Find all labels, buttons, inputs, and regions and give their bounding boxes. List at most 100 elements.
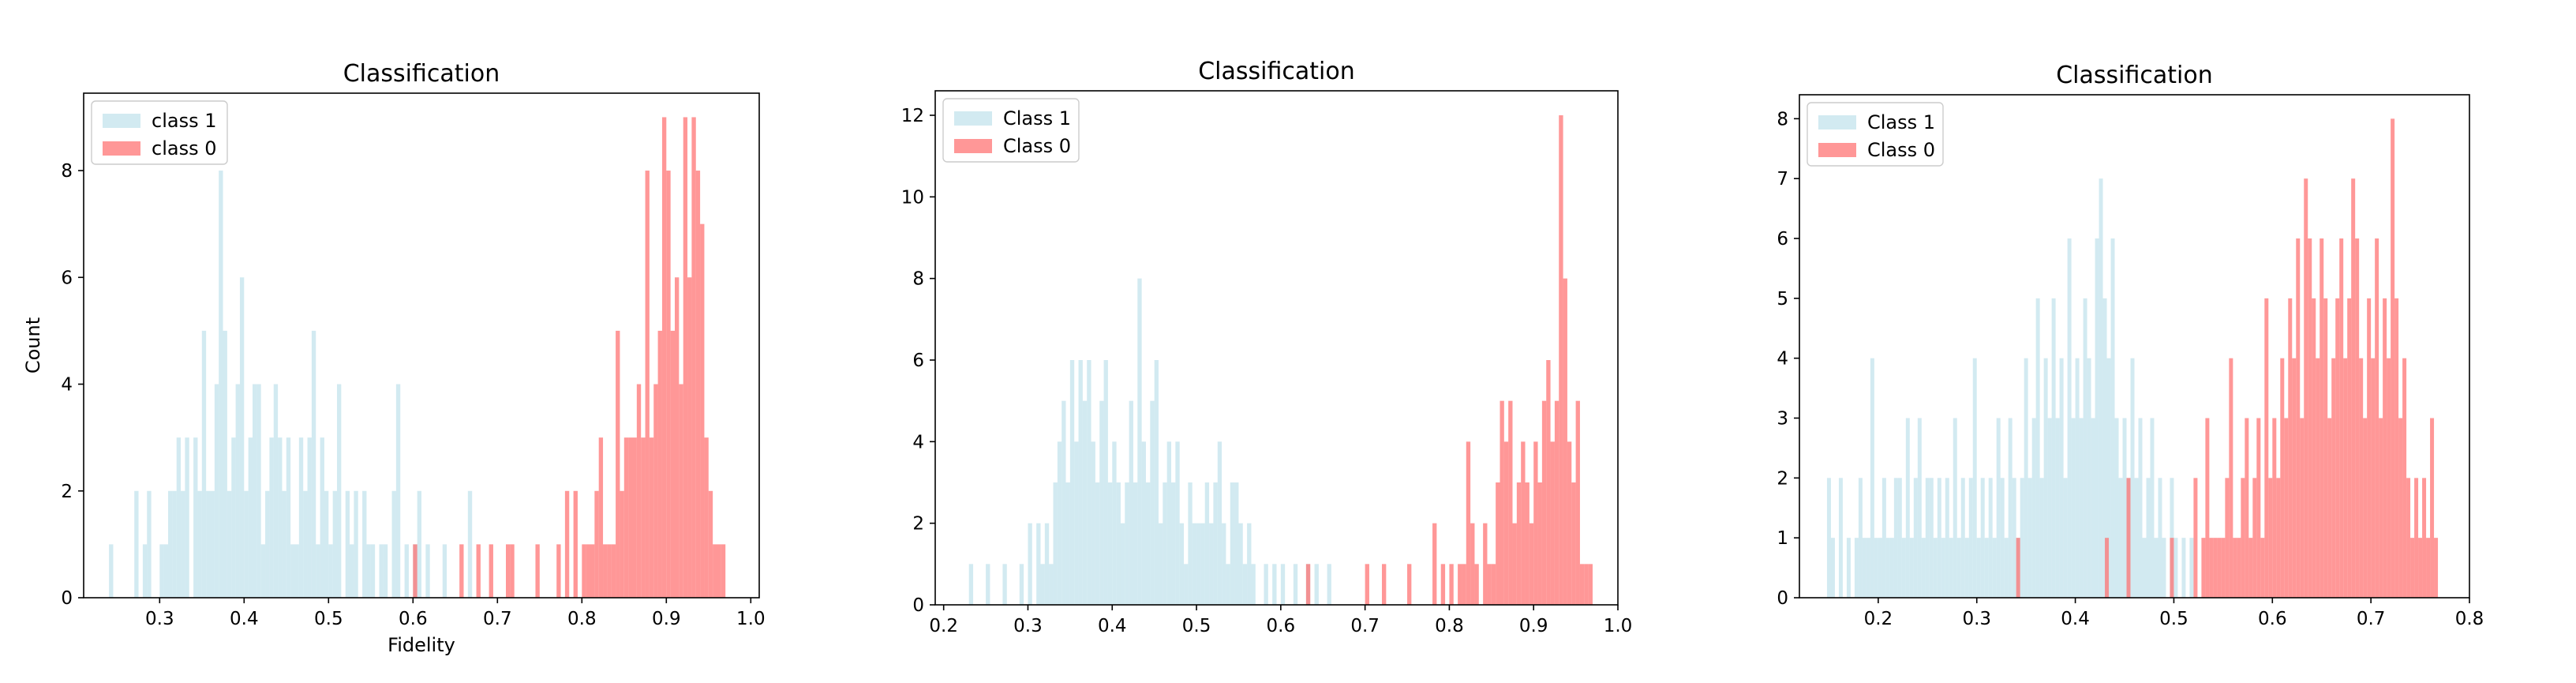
histogram-bar [1992, 538, 1997, 598]
histogram-bar [2296, 238, 2301, 598]
histogram-bar [1365, 564, 1369, 605]
histogram-bar [1500, 400, 1504, 605]
histogram-bar [1432, 523, 1437, 605]
histogram-bar [2134, 478, 2139, 598]
histogram-bar [1196, 523, 1201, 605]
histogram-bar [1466, 441, 1471, 605]
histogram-bar [2039, 478, 2044, 598]
histogram-bar [298, 437, 304, 598]
histogram-bar [286, 437, 291, 598]
histogram-bar [2012, 478, 2016, 598]
histogram-bar [506, 544, 511, 598]
histogram-bar [2217, 538, 2222, 598]
x-tick-label: 0.2 [929, 616, 958, 636]
histogram-bar [1541, 400, 1547, 605]
chart-title: Classification [2056, 62, 2213, 89]
histogram-bar [2105, 538, 2110, 598]
histogram-bar [282, 490, 286, 598]
histogram-bar [417, 490, 421, 598]
histogram-bar [2308, 238, 2312, 598]
histogram-bar [1103, 360, 1108, 605]
histogram-bar [1525, 482, 1530, 605]
histogram-bar [636, 384, 642, 598]
histogram-bar [1314, 564, 1319, 605]
histogram-bar [2008, 418, 2012, 598]
histogram-bar [2087, 358, 2091, 598]
histogram-bar [2027, 478, 2032, 598]
histogram-bar [2059, 358, 2064, 598]
histogram-bar [1487, 564, 1492, 605]
x-tick-label: 0.6 [2258, 609, 2287, 629]
histogram-bar [1905, 418, 1910, 598]
histogram-bar [1878, 538, 1882, 598]
histogram-bar [1209, 523, 1214, 605]
histogram-bar [350, 544, 354, 598]
histogram-bar [2410, 538, 2415, 598]
y-tick-label: 8 [1777, 109, 1788, 129]
histogram-bar [1192, 523, 1197, 605]
x-axis-label: Fidelity [388, 634, 455, 656]
histogram-bar [231, 437, 236, 598]
histogram-bar [2158, 478, 2162, 598]
histogram-bar [632, 437, 637, 598]
histogram-bar [628, 437, 633, 598]
legend-swatch [103, 141, 140, 156]
histogram-bar [425, 544, 430, 598]
histogram-bar [1327, 564, 1331, 605]
histogram-bar [2193, 478, 2198, 598]
histogram-bar [1953, 418, 1957, 598]
histogram-bar [1002, 564, 1007, 605]
histogram-bar [2367, 298, 2372, 598]
histogram-bar [683, 117, 688, 598]
histogram-bar [1462, 564, 1466, 605]
histogram-bar [2387, 358, 2391, 598]
histogram-bar [2162, 538, 2166, 598]
histogram-bar [2320, 238, 2324, 598]
histogram-bar [1972, 358, 1977, 598]
histogram-bar [219, 171, 223, 599]
histogram-bar [2118, 478, 2123, 598]
legend-swatch [1818, 143, 1856, 157]
histogram-bar [679, 384, 683, 598]
x-tick-label: 0.5 [314, 609, 343, 629]
histogram-bar [556, 544, 561, 598]
histogram-bar [2083, 298, 2087, 598]
y-tick-label: 7 [1777, 169, 1788, 190]
histogram-bar [1065, 482, 1070, 605]
histogram-bar [2189, 538, 2194, 598]
histogram-bar [2414, 478, 2419, 598]
histogram-bar [607, 544, 612, 598]
histogram-bar [2071, 418, 2076, 598]
histogram-bar [1826, 478, 1831, 598]
histogram-bar [2316, 358, 2320, 598]
histogram-bar [1846, 538, 1851, 598]
histogram-bar [1133, 482, 1138, 605]
y-tick-label: 4 [61, 375, 73, 396]
histogram-bar [657, 330, 662, 598]
histogram-bar [1984, 538, 1989, 598]
histogram-bar [1280, 564, 1286, 605]
y-tick-label: 5 [1777, 289, 1788, 310]
histogram-bar [695, 171, 701, 599]
histogram-bar [1305, 564, 1311, 605]
histogram-bar [1584, 564, 1589, 605]
histogram-bar [260, 544, 266, 598]
histogram-bar [666, 171, 671, 599]
histogram-bar [2063, 478, 2068, 598]
histogram-bar [2237, 538, 2241, 598]
axes-frame [934, 90, 1619, 606]
series-1 [109, 171, 473, 599]
histogram-bar [2130, 358, 2135, 598]
histogram-bar [1512, 523, 1517, 605]
histogram-bar [586, 544, 590, 598]
histogram-bar [320, 437, 324, 598]
histogram-bar [1925, 478, 1930, 598]
histogram-bar [2225, 478, 2230, 598]
histogram-bar [2047, 418, 2052, 598]
histogram-bar [1234, 482, 1239, 605]
histogram-bar [1458, 564, 1462, 605]
histogram-bar [362, 490, 367, 598]
series-1 [1826, 178, 2194, 598]
y-tick-label: 2 [912, 514, 924, 535]
histogram-bar [201, 330, 207, 598]
